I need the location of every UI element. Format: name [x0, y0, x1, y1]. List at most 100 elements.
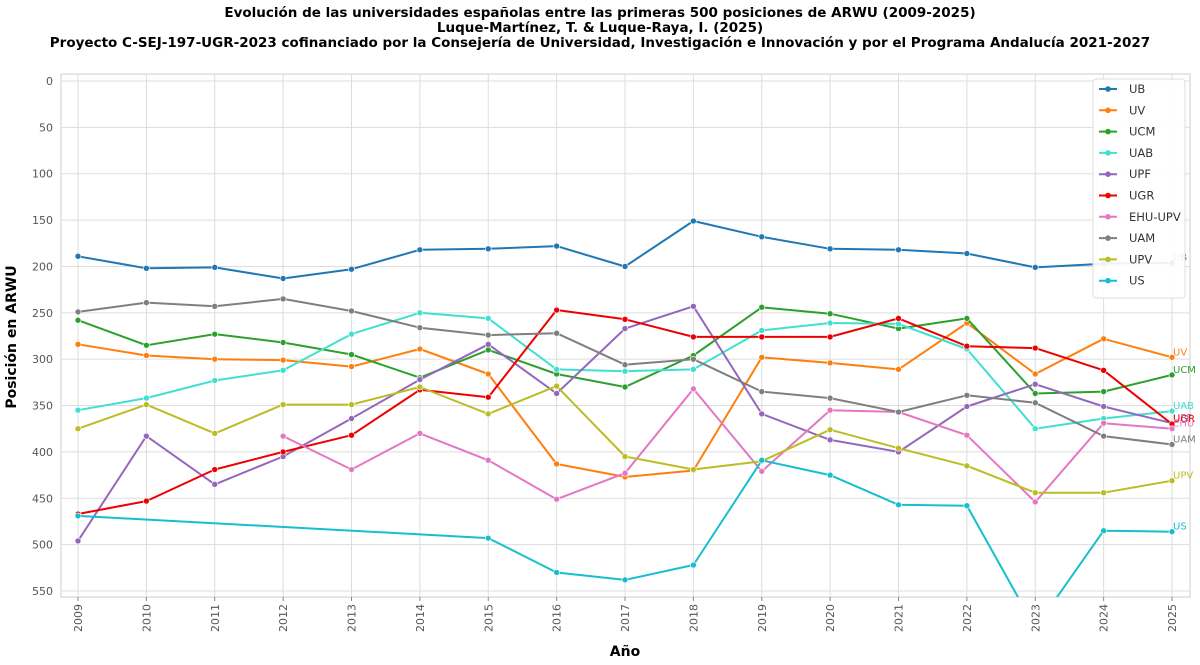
data-point: [826, 245, 834, 253]
data-point: [690, 303, 697, 310]
data-point: [416, 345, 424, 353]
data-point: [74, 341, 82, 348]
data-point: [826, 333, 834, 341]
data-point: [484, 456, 492, 464]
data-point: [553, 460, 560, 468]
data-point: [1031, 425, 1039, 433]
data-point: [826, 436, 834, 444]
y-tick-label: 550: [32, 585, 53, 598]
data-point: [484, 370, 492, 378]
legend-label: UGR: [1129, 189, 1154, 203]
data-point: [74, 308, 82, 316]
data-point: [1100, 489, 1107, 497]
data-point: [279, 295, 287, 303]
series-line: [77, 459, 1173, 597]
x-tick-label: 2023: [1029, 604, 1042, 632]
data-point: [1100, 367, 1107, 374]
data-point: [348, 466, 355, 473]
data-point: [553, 382, 560, 390]
data-point: [416, 376, 424, 383]
data-point: [143, 497, 150, 505]
data-point: [74, 316, 82, 324]
data-point: [553, 242, 560, 250]
data-point: [690, 385, 697, 393]
end-label: UAM: [1173, 434, 1196, 445]
end-label: UV: [1173, 347, 1187, 358]
data-point: [279, 401, 287, 408]
data-point: [1031, 399, 1039, 407]
y-axis-ticks: 0 50 100 150 200 250 300 350 400 450 500 550: [32, 75, 53, 598]
data-point: [621, 325, 629, 332]
legend-label: EHU-UPV: [1129, 210, 1181, 224]
x-tick-label: 2010: [140, 604, 153, 632]
series-ehu-upv: [279, 385, 1176, 506]
y-tick-label: 300: [32, 353, 53, 366]
data-point: [279, 275, 287, 282]
data-point: [690, 466, 697, 473]
data-point: [621, 263, 629, 270]
x-tick-label: 2018: [687, 604, 700, 632]
data-point: [895, 444, 902, 452]
data-point: [484, 534, 492, 542]
x-tick-label: 2017: [619, 604, 632, 632]
data-point: [758, 388, 766, 395]
x-axis-label: Año: [610, 644, 641, 660]
data-point: [1100, 432, 1107, 440]
x-tick-label: 2011: [209, 604, 222, 632]
data-point: [758, 327, 766, 334]
data-point: [963, 462, 971, 470]
data-point: [758, 333, 766, 341]
data-point: [1168, 371, 1176, 379]
x-tick-label: 2024: [1098, 604, 1111, 632]
data-point: [895, 320, 902, 328]
data-point: [690, 217, 697, 225]
y-tick-label: 100: [32, 168, 53, 181]
data-point: [484, 331, 492, 339]
data-point: [826, 426, 834, 433]
data-point: [74, 252, 82, 260]
data-point: [279, 432, 287, 440]
data-point: [963, 392, 971, 399]
data-point: [211, 377, 219, 384]
end-label: UPV: [1173, 471, 1193, 482]
y-tick-label: 450: [32, 492, 53, 505]
data-point: [621, 469, 629, 477]
end-label: UGR: [1173, 414, 1195, 425]
end-label: EHU: [1173, 419, 1194, 430]
data-point: [553, 495, 560, 503]
data-point: [74, 537, 82, 545]
y-axis-label: Posición en ARWU: [4, 265, 20, 408]
data-point: [1168, 354, 1176, 361]
x-axis-ticks: 2009 2010 2011 2012 2013 2014 2015 2016 2017 2018…: [72, 597, 1179, 632]
data-point: [143, 432, 150, 440]
data-point: [74, 512, 82, 520]
x-tick-label: 2014: [414, 604, 427, 632]
data-point: [211, 466, 219, 473]
data-point: [553, 306, 560, 314]
legend: UB UV UCM UAB UPF UGR EHU-UPV UAM UPV US: [1092, 78, 1186, 299]
data-point: [348, 351, 355, 358]
data-point: [553, 390, 560, 397]
legend-label: UCM: [1129, 125, 1155, 139]
data-point: [143, 341, 150, 349]
data-point: [143, 394, 150, 402]
data-point: [416, 383, 424, 391]
data-point: [211, 303, 219, 310]
series-uam: [74, 295, 1176, 448]
data-point: [1100, 403, 1107, 410]
data-point: [348, 363, 355, 370]
legend-swatch-marker: [1105, 192, 1111, 199]
data-point: [758, 303, 766, 311]
data-point: [279, 356, 287, 364]
series-ugr: [74, 306, 1176, 518]
x-tick-label: 2019: [756, 604, 769, 632]
data-point: [690, 366, 697, 373]
data-point: [348, 330, 355, 338]
legend-label: UAB: [1129, 146, 1153, 160]
x-tick-label: 2012: [277, 604, 290, 632]
data-point: [211, 330, 219, 338]
y-tick-label: 0: [46, 75, 53, 88]
data-point: [1168, 441, 1176, 448]
data-point: [484, 341, 492, 348]
y-tick-label: 500: [32, 539, 53, 552]
